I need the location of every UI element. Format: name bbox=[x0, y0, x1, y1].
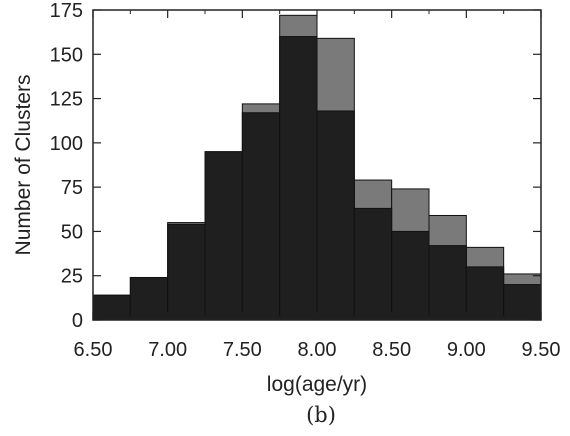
y-tick-label-5: 125 bbox=[50, 89, 83, 111]
subset-bar-10 bbox=[465, 266, 505, 321]
x-tick-label-3: 8.00 bbox=[298, 339, 337, 361]
panel-label: (b) bbox=[306, 403, 336, 427]
x-tick-label-4: 8.50 bbox=[372, 339, 411, 361]
y-tick-label-2: 50 bbox=[61, 221, 83, 243]
subset-bar-4 bbox=[241, 112, 281, 321]
subset-bar-9 bbox=[428, 245, 467, 321]
subset-bar-6 bbox=[316, 110, 355, 321]
y-tick-label-3: 75 bbox=[61, 177, 83, 199]
x-tick-label-2: 7.50 bbox=[223, 339, 262, 361]
subset-bar-3 bbox=[204, 151, 243, 321]
subset-bar-8 bbox=[391, 230, 430, 321]
subset-bar-11 bbox=[503, 284, 542, 321]
x-tick-label-5: 9.00 bbox=[447, 339, 486, 361]
x-tick-label-0: 6.50 bbox=[74, 339, 113, 361]
x-axis-title: log(age/yr) bbox=[267, 373, 367, 396]
y-tick-label-6: 150 bbox=[50, 44, 83, 66]
subset-bar-5 bbox=[279, 36, 318, 321]
y-tick-label-1: 25 bbox=[61, 266, 83, 288]
subset-bar-7 bbox=[353, 207, 393, 321]
x-tick-label-6: 9.50 bbox=[522, 339, 561, 361]
y-tick-label-0: 0 bbox=[72, 310, 83, 332]
subset-bar-1 bbox=[129, 276, 169, 321]
y-tick-label-7: 175 bbox=[50, 0, 83, 22]
y-tick-label-4: 100 bbox=[50, 133, 83, 155]
x-tick-label-1: 7.00 bbox=[148, 339, 187, 361]
y-axis-title: Number of Clusters bbox=[12, 75, 35, 256]
ticks-layer: 6.50 7.00 7.50 8.00 8.50 9.00 9.50 0 25 50 75 100 12… bbox=[50, 0, 561, 361]
subset-bar-2 bbox=[167, 223, 206, 321]
bars-layer bbox=[92, 14, 542, 321]
subset-bar-0 bbox=[92, 294, 131, 321]
